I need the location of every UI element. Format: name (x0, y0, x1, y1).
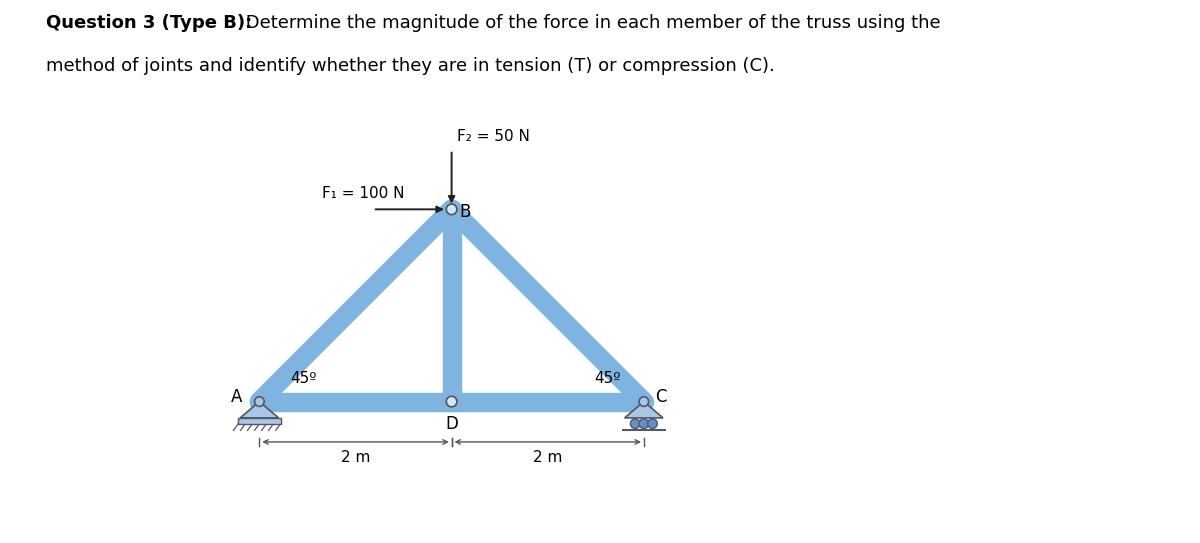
Text: F₂ = 50 N: F₂ = 50 N (457, 129, 530, 144)
Circle shape (446, 204, 457, 214)
Text: A: A (230, 388, 242, 406)
Text: Question 3 (Type B):: Question 3 (Type B): (46, 14, 252, 31)
Text: Determine the magnitude of the force in each member of the truss using the: Determine the magnitude of the force in … (240, 14, 941, 31)
Text: 2 m: 2 m (533, 450, 563, 465)
Polygon shape (240, 402, 278, 418)
Circle shape (640, 397, 649, 406)
Circle shape (648, 419, 658, 428)
Circle shape (630, 419, 640, 428)
Text: 2 m: 2 m (341, 450, 370, 465)
Text: method of joints and identify whether they are in tension (T) or compression (C): method of joints and identify whether th… (46, 57, 774, 75)
Bar (239, 418, 281, 424)
Text: 45º: 45º (290, 371, 317, 386)
Polygon shape (625, 402, 664, 418)
Text: 45º: 45º (594, 371, 620, 386)
Text: D: D (445, 415, 458, 433)
Circle shape (254, 397, 264, 406)
Text: F₁ = 100 N: F₁ = 100 N (322, 186, 404, 201)
Text: B: B (460, 203, 470, 221)
Circle shape (446, 396, 457, 407)
Text: C: C (655, 388, 667, 406)
Circle shape (640, 419, 649, 428)
